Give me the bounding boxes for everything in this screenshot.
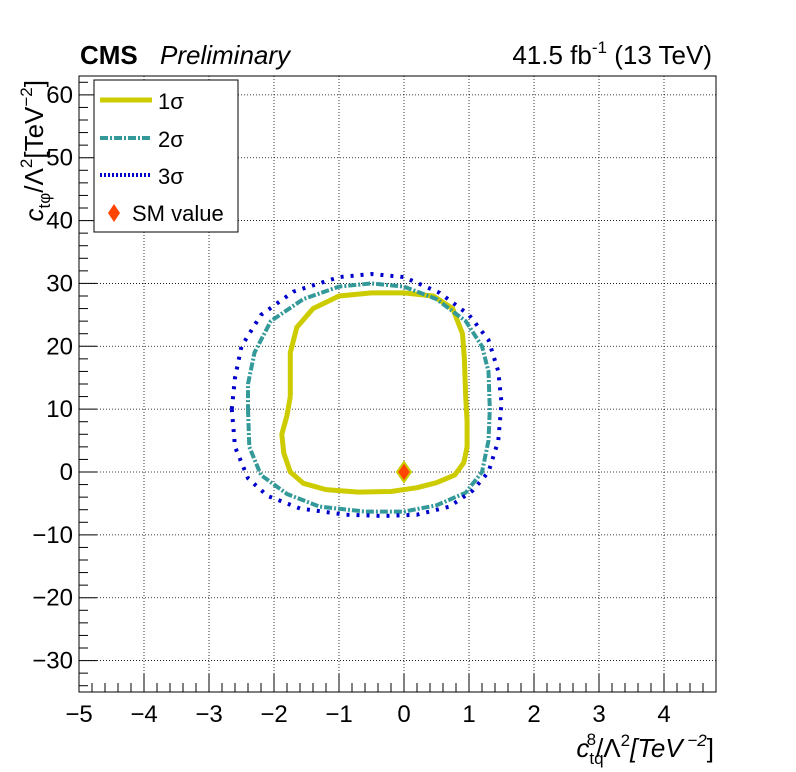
legend-box: [93, 79, 239, 233]
y-axis-title: ctφ/Λ2[TeV−2]: [17, 80, 54, 221]
energy-label: (13 TeV): [607, 40, 712, 70]
x-tick-label: −1: [325, 701, 352, 728]
x-tick-label: 1: [462, 701, 475, 728]
x-tick-label: 0: [397, 701, 410, 728]
contour-1sigma: [279, 290, 470, 495]
x-title-lambda: /Λ: [596, 733, 621, 763]
experiment-label: CMS: [80, 40, 138, 70]
y-tick-label: 60: [46, 82, 73, 109]
contour-lines: [229, 272, 504, 518]
sm-value-marker: [395, 460, 413, 484]
y-tick-label: 10: [46, 396, 73, 423]
minor-ticks: [79, 81, 717, 692]
y-tick-label: 0: [60, 459, 73, 486]
legend-label-2sigma: 2σ: [158, 127, 184, 152]
y-title-symbol: c: [19, 208, 49, 221]
x-title-superscript: 8: [587, 730, 596, 749]
x-tick-label: −5: [65, 701, 92, 728]
sm-value-marker-group: [395, 460, 413, 484]
lumi-label: 41.5 fb-1 (13 TeV): [512, 38, 712, 70]
y-title-close: ]: [19, 80, 49, 87]
x-title-close: ]: [707, 733, 714, 763]
y-tick-label: −20: [32, 585, 73, 612]
y-tick-label: 30: [46, 270, 73, 297]
x-title-unit: [TeV: [629, 733, 685, 763]
x-tick-label: 4: [657, 701, 670, 728]
legend-label-sm: SM value: [132, 201, 224, 226]
y-title-subscript: tφ: [35, 193, 54, 209]
legend: 1σ 2σ 3σ SM value: [93, 79, 239, 233]
lumi-exponent: -1: [592, 38, 607, 57]
x-tick-labels: −5 −4 −3 −2 −1 0 1 2 3 4: [65, 701, 670, 728]
legend-label-1sigma: 1σ: [158, 89, 184, 114]
y-title-lambda: /Λ: [19, 167, 49, 192]
y-tick-label: 20: [46, 333, 73, 360]
legend-label-3sigma: 3σ: [158, 164, 184, 189]
x-title-unit-exp: −2: [683, 731, 708, 750]
y-tick-label: 40: [46, 208, 73, 235]
x-axis-title: ctq8/Λ2[TeV −2]: [576, 730, 714, 768]
x-title-subscript: tq: [589, 749, 603, 768]
y-title-unit-exp: −2: [17, 87, 36, 106]
x-tick-label: 3: [592, 701, 605, 728]
plot-frame: [78, 75, 717, 693]
contour-3sigma: [229, 272, 504, 518]
lumi-value: 41.5 fb: [512, 40, 592, 70]
x-title-symbol: c: [576, 733, 589, 763]
x-tick-label: 2: [527, 701, 540, 728]
y-tick-label: −30: [32, 648, 73, 675]
y-tick-label: 50: [46, 145, 73, 172]
x-tick-label: −3: [195, 701, 222, 728]
status-label: Preliminary: [160, 40, 292, 70]
y-tick-labels: −30 −20 −10 0 10 20 30 40 50 60: [32, 82, 73, 675]
y-title-unit: [TeV: [19, 106, 49, 159]
x-tick-label: −2: [260, 701, 287, 728]
legend-marker-sm: [108, 204, 120, 222]
y-title-square: 2: [17, 159, 36, 168]
x-tick-label: −4: [130, 701, 157, 728]
y-tick-label: −10: [32, 522, 73, 549]
x-title-square: 2: [621, 731, 630, 750]
contour-2sigma: [246, 281, 492, 514]
